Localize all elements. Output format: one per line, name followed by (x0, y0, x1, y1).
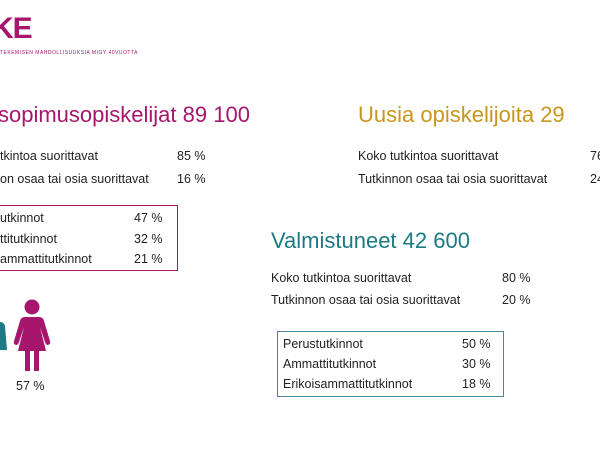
logo: KE (0, 12, 33, 45)
valmistuneet-heading: Valmistuneet 42 600 (271, 228, 470, 253)
oppisopimus-box-label: ttitutkinnot (0, 232, 57, 246)
uusia-row-label: Tutkinnon osaa tai osia suorittavat (358, 172, 548, 186)
oppisopimus-box-label: utkinnot (0, 211, 44, 225)
valmistuneet-box-label: Erikoisammattitutkinnot (283, 377, 413, 391)
oppisopimus-box-value: 47 % (134, 211, 163, 225)
valmistuneet-row-label: Tutkinnon osaa tai osia suorittavat (271, 293, 461, 307)
uusia-row-value: 76 (590, 149, 600, 163)
female-percentage: 57 % (16, 379, 45, 393)
oppisopimus-heading: sopimusopiskelijat 89 100 (0, 102, 250, 127)
oppisopimus-row-label: on osaa tai osia suorittavat (0, 172, 149, 186)
uusia-row-value: 24 (590, 172, 600, 186)
valmistuneet-box-label: Perustutkinnot (283, 337, 363, 351)
oppisopimus-box-value: 32 % (134, 232, 163, 246)
oppisopimus-row-value: 85 % (177, 149, 206, 163)
oppisopimus-box-value: 21 % (134, 252, 163, 266)
female-person-icon (13, 299, 51, 371)
oppisopimus-row-value: 16 % (177, 172, 206, 186)
uusia-heading: Uusia opiskelijoita 29 (358, 102, 565, 127)
valmistuneet-box-value: 50 % (462, 337, 491, 351)
logo-subtitle: TEKEMISEN MAHDOLLISUUKSIA MIGY 40VUOTTA (0, 50, 138, 56)
uusia-row-label: Koko tutkintoa suorittavat (358, 149, 499, 163)
oppisopimus-row-label: tkintoa suorittavat (0, 149, 98, 163)
valmistuneet-box-value: 30 % (462, 357, 491, 371)
valmistuneet-row-label: Koko tutkintoa suorittavat (271, 271, 412, 285)
valmistuneet-box-label: Ammattitutkinnot (283, 357, 377, 371)
valmistuneet-degree-box (277, 331, 504, 397)
valmistuneet-box-value: 18 % (462, 377, 491, 391)
oppisopimus-box-label: ammattitutkinnot (0, 252, 92, 266)
valmistuneet-row-value: 80 % (502, 271, 531, 285)
oppisopimus-degree-box (0, 205, 178, 271)
valmistuneet-row-value: 20 % (502, 293, 531, 307)
person-partial-icon (0, 322, 7, 350)
